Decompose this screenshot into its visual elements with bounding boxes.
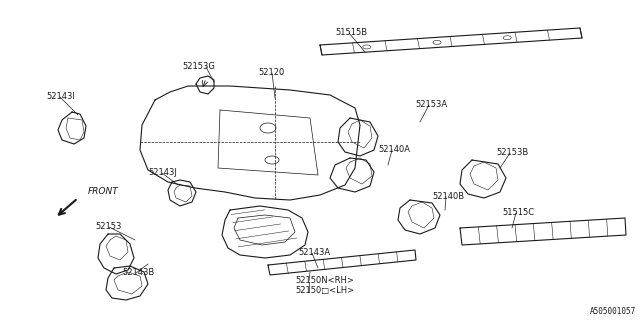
Text: A505001057: A505001057: [589, 307, 636, 316]
Text: 52140B: 52140B: [432, 192, 464, 201]
Text: 52153A: 52153A: [415, 100, 447, 109]
Text: 52153: 52153: [95, 222, 122, 231]
Text: 52143A: 52143A: [298, 248, 330, 257]
Text: 52143J: 52143J: [148, 168, 177, 177]
Text: 51515C: 51515C: [502, 208, 534, 217]
Text: 52140A: 52140A: [378, 145, 410, 154]
Text: 52153G: 52153G: [182, 62, 215, 71]
Text: 52143B: 52143B: [122, 268, 154, 277]
Text: 52120: 52120: [258, 68, 284, 77]
Text: 52150N<RH>: 52150N<RH>: [295, 276, 354, 285]
Text: 52150□<LH>: 52150□<LH>: [295, 286, 354, 295]
Text: 52153B: 52153B: [496, 148, 528, 157]
Text: FRONT: FRONT: [88, 188, 119, 196]
Text: 51515B: 51515B: [335, 28, 367, 37]
Text: 52143I: 52143I: [46, 92, 75, 101]
